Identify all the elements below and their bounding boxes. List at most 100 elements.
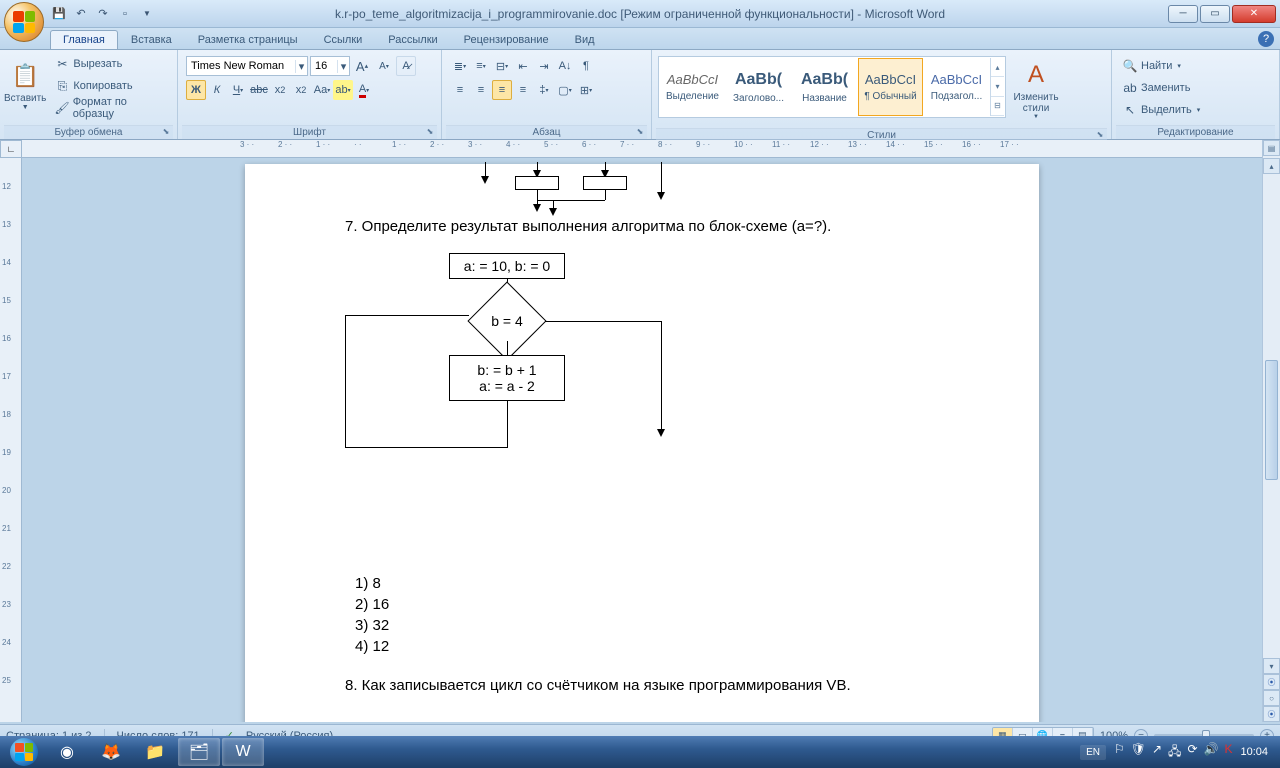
replace-button[interactable]: abЗаменить [1118, 78, 1204, 98]
subscript-button[interactable]: x2 [270, 80, 290, 100]
font-name-combo[interactable]: ▾ [186, 56, 308, 76]
tray-clock[interactable]: 10:04 [1240, 746, 1268, 758]
tray-kaspersky-icon[interactable]: K [1224, 742, 1232, 763]
task-word[interactable]: W [222, 738, 264, 766]
grow-font-button[interactable]: A▴ [352, 56, 372, 76]
tab-selector-button[interactable]: ∟ [0, 140, 22, 158]
format-painter-button[interactable]: 🖌Формат по образцу [50, 98, 171, 118]
copy-button[interactable]: ⎘Копировать [50, 76, 171, 96]
sort-button[interactable]: A↓ [555, 56, 575, 76]
scroll-up-button[interactable]: ▴ [1263, 158, 1280, 174]
tray-pointer-icon[interactable]: ↗ [1152, 742, 1162, 763]
style-item-0[interactable]: AaBbCcIВыделение [660, 58, 725, 116]
tab-review[interactable]: Рецензирование [451, 30, 562, 49]
style-item-4[interactable]: AaBbCcIПодзагол... [924, 58, 989, 116]
minimize-button[interactable]: ─ [1168, 5, 1198, 23]
fc-box-init: a: = 10, b: = 0 [449, 253, 565, 279]
strike-button[interactable]: abc [249, 80, 269, 100]
prev-page-button[interactable]: ⦿ [1263, 674, 1280, 690]
show-marks-button[interactable]: ¶ [576, 56, 596, 76]
help-button[interactable]: ? [1258, 31, 1274, 47]
qat-redo-icon[interactable]: ↷ [94, 5, 112, 23]
scroll-down-button[interactable]: ▾ [1263, 658, 1280, 674]
task-explorer[interactable]: 📁 [134, 738, 176, 766]
tray-network-icon[interactable]: 🖧 [1168, 742, 1181, 763]
style-item-1[interactable]: AaBb(Заголово... [726, 58, 791, 116]
highlight-button[interactable]: ab▾ [333, 80, 353, 100]
maximize-button[interactable]: ▭ [1200, 5, 1230, 23]
qat-undo-icon[interactable]: ↶ [72, 5, 90, 23]
tab-view[interactable]: Вид [562, 30, 608, 49]
styles-scroll[interactable]: ▴▾⊟ [990, 58, 1004, 116]
tray-flag-icon[interactable]: ⚐ [1114, 742, 1125, 763]
decrease-indent-button[interactable]: ⇤ [513, 56, 533, 76]
tray-update-icon[interactable]: ⟳ [1187, 742, 1197, 763]
start-button[interactable] [4, 737, 44, 767]
tab-references[interactable]: Ссылки [311, 30, 376, 49]
question-7: 7. Определите результат выполнения алгор… [345, 218, 939, 235]
font-launcher-icon[interactable]: ⬊ [425, 127, 435, 137]
ribbon: 📋 Вставить ▼ ✂Вырезать ⎘Копировать 🖌Форм… [0, 50, 1280, 140]
qat-new-icon[interactable]: ▫ [116, 5, 134, 23]
select-button[interactable]: ↖Выделить▾ [1118, 100, 1204, 120]
find-button[interactable]: 🔍Найти▾ [1118, 56, 1204, 76]
numbering-button[interactable]: ≡▾ [471, 56, 491, 76]
styles-gallery[interactable]: AaBbCcIВыделение AaBb(Заголово... AaBb(Н… [658, 56, 1006, 118]
tray-language[interactable]: EN [1080, 745, 1106, 760]
font-size-combo[interactable]: ▾ [310, 56, 350, 76]
line-spacing-button[interactable]: ‡▾ [534, 80, 554, 100]
multilevel-button[interactable]: ⊟▾ [492, 56, 512, 76]
style-item-2[interactable]: AaBb(Название [792, 58, 857, 116]
style-item-3[interactable]: AaBbCcI¶ Обычный [858, 58, 923, 116]
align-left-button[interactable]: ≡ [450, 80, 470, 100]
align-center-button[interactable]: ≡ [471, 80, 491, 100]
clear-format-button[interactable]: A̷ [396, 56, 416, 76]
close-button[interactable]: ✕ [1232, 5, 1276, 23]
tab-layout[interactable]: Разметка страницы [185, 30, 311, 49]
italic-button[interactable]: К [207, 80, 227, 100]
shading-button[interactable]: ▢▾ [555, 80, 575, 100]
brush-icon: 🖌 [54, 100, 69, 116]
change-styles-button[interactable]: A Изменить стили ▼ [1008, 56, 1064, 124]
horizontal-ruler[interactable]: 3 · · 2 · · 1 · · · · 1 · · 2 · · 3 · · … [22, 140, 1262, 158]
underline-button[interactable]: Ч▾ [228, 80, 248, 100]
document-area[interactable]: 7. Определите результат выполнения алгор… [22, 140, 1262, 722]
bullets-button[interactable]: ≣▾ [450, 56, 470, 76]
tab-insert[interactable]: Вставка [118, 30, 185, 49]
task-firefox[interactable]: 🦊 [90, 738, 132, 766]
browse-object-button[interactable]: ○ [1263, 690, 1280, 706]
paragraph-launcher-icon[interactable]: ⬊ [635, 127, 645, 137]
borders-button[interactable]: ⊞▾ [576, 80, 596, 100]
clipboard-launcher-icon[interactable]: ⬊ [161, 127, 171, 137]
ruler-toggle-button[interactable]: ▤ [1263, 140, 1280, 156]
tab-home[interactable]: Главная [50, 30, 118, 49]
vertical-ruler[interactable]: 111213141516171819202122232425 [0, 140, 22, 722]
cut-button[interactable]: ✂Вырезать [50, 54, 171, 74]
group-font-label: Шрифт⬊ [182, 125, 437, 139]
tray-shield-icon[interactable]: 🛡 [1131, 742, 1146, 763]
vertical-scrollbar[interactable]: ▤ ▴ ▾ ⦿ ○ ⦿ [1262, 140, 1280, 722]
scroll-thumb[interactable] [1265, 360, 1278, 480]
shrink-font-button[interactable]: A▾ [374, 56, 394, 76]
tray-volume-icon[interactable]: 🔊 [1204, 742, 1219, 763]
answers: 1) 8 2) 16 3) 32 4) 12 [355, 573, 939, 657]
justify-button[interactable]: ≡ [513, 80, 533, 100]
task-chrome[interactable]: ◉ [46, 738, 88, 766]
font-color-button[interactable]: A▾ [354, 80, 374, 100]
superscript-button[interactable]: x2 [291, 80, 311, 100]
align-right-button[interactable]: ≡ [492, 80, 512, 100]
tab-mailings[interactable]: Рассылки [375, 30, 450, 49]
qat-customize-icon[interactable]: ▼ [138, 5, 156, 23]
office-button[interactable] [4, 2, 44, 42]
task-folder[interactable]: 🗂 [178, 738, 220, 766]
qat-save-icon[interactable]: 💾 [50, 5, 68, 23]
styles-launcher-icon[interactable]: ⬊ [1095, 130, 1105, 140]
paste-button[interactable]: 📋 Вставить ▼ [4, 52, 46, 120]
change-case-button[interactable]: Aa▾ [312, 80, 332, 100]
page[interactable]: 7. Определите результат выполнения алгор… [245, 164, 1039, 722]
change-styles-icon: A [1021, 60, 1051, 90]
question-8: 8. Как записывается цикл со счётчиком на… [345, 677, 939, 694]
increase-indent-button[interactable]: ⇥ [534, 56, 554, 76]
bold-button[interactable]: Ж [186, 80, 206, 100]
next-page-button[interactable]: ⦿ [1263, 706, 1280, 722]
